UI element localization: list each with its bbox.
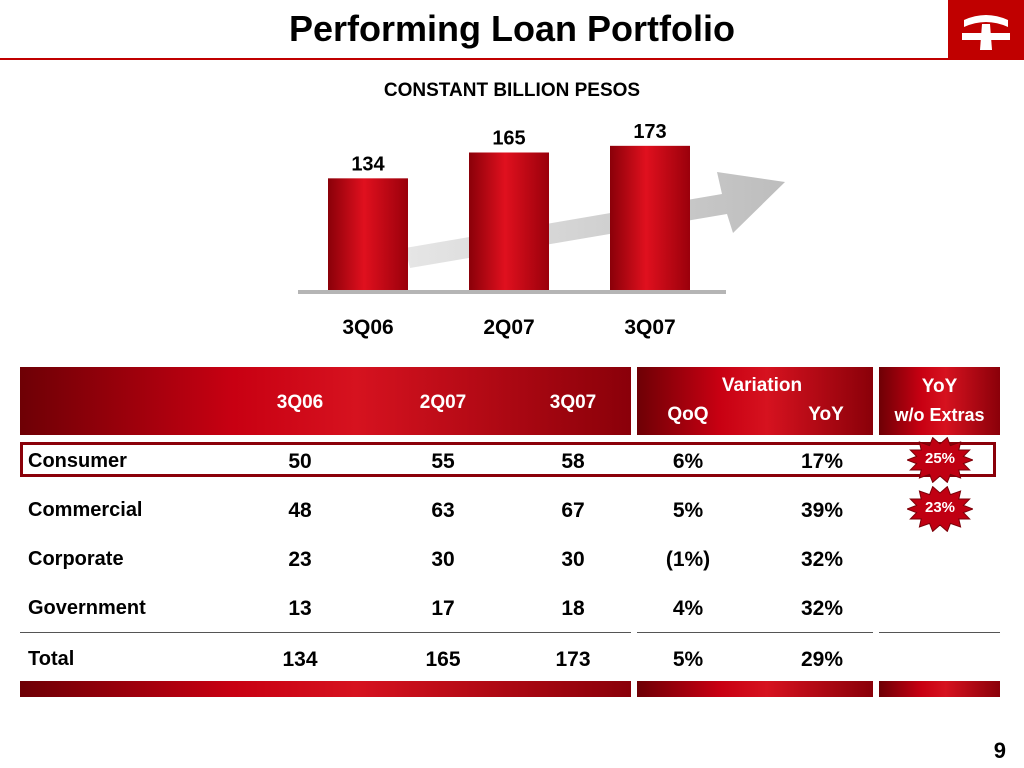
- table-cell: 29%: [800, 648, 844, 671]
- data-label: 165: [492, 128, 525, 150]
- row-label: Commercial: [28, 499, 143, 521]
- table-header-band: [20, 367, 631, 435]
- page-title: Performing Loan Portfolio: [289, 8, 735, 49]
- table-footer-band: [20, 681, 631, 697]
- data-label: 173: [633, 121, 666, 143]
- table-cell: 50: [288, 450, 312, 473]
- table-cell: 5%: [672, 499, 704, 522]
- x-tick-label: 2Q07: [483, 316, 534, 339]
- table-cell: 23: [288, 548, 312, 571]
- row-label: Government: [28, 597, 146, 619]
- bank-logo-icon: [948, 0, 1024, 60]
- table-footer-band: [637, 681, 873, 697]
- header-yoy-extras-top: YoY: [921, 376, 958, 397]
- table-cell: 18: [561, 597, 585, 620]
- table-cell: 173: [555, 648, 591, 671]
- table-cell: 30: [561, 548, 585, 571]
- header-qoq: QoQ: [667, 404, 709, 425]
- bar-2q07: [469, 152, 549, 290]
- header-3q06: 3Q06: [276, 392, 324, 413]
- badge-value: 25%: [924, 450, 956, 467]
- x-tick-label: 3Q07: [624, 316, 675, 339]
- trend-arrow: [405, 172, 785, 268]
- table-cell: 30: [431, 548, 455, 571]
- table-cell: 32%: [800, 548, 844, 571]
- header-2q07: 2Q07: [419, 392, 467, 413]
- table-cell: 39%: [800, 499, 844, 522]
- starburst-badge: 23%: [907, 486, 973, 532]
- table-cell: (1%): [665, 548, 711, 571]
- starburst-badge: 25%: [907, 437, 973, 483]
- x-tick-label: 3Q06: [342, 316, 393, 339]
- table-cell: 165: [425, 648, 461, 671]
- total-divider: [20, 632, 631, 633]
- chart-title: CONSTANT BILLION PESOS: [383, 80, 641, 101]
- header-yoy-extras-bottom: w/o Extras: [894, 405, 985, 425]
- table-cell: 32%: [800, 597, 844, 620]
- table-cell: 55: [431, 450, 455, 473]
- table-cell: 13: [288, 597, 312, 620]
- table-cell: 134: [282, 648, 318, 671]
- consumer-highlight-box: [20, 442, 996, 477]
- badge-value: 23%: [924, 499, 956, 516]
- table-cell: 17: [431, 597, 455, 620]
- row-label: Consumer: [28, 450, 127, 472]
- header-3q07: 3Q07: [549, 392, 597, 413]
- table-cell: 6%: [672, 450, 704, 473]
- variation-header-band: [637, 367, 873, 435]
- yoy-extras-header-band: [879, 367, 1000, 435]
- table-cell: 58: [561, 450, 585, 473]
- loan-bar-chart: 134 3Q06 165 2Q07 173 3Q07: [298, 121, 785, 339]
- total-divider: [637, 632, 873, 633]
- bar-3q06: [328, 178, 408, 290]
- total-divider: [879, 632, 1000, 633]
- data-label: 134: [351, 153, 385, 175]
- table-cell: 63: [431, 499, 455, 522]
- header-yoy: YoY: [808, 404, 844, 425]
- row-label: Corporate: [28, 548, 124, 570]
- table-cell: 17%: [800, 450, 844, 473]
- row-label: Total: [28, 648, 75, 670]
- table-cell: 4%: [672, 597, 704, 620]
- table-footer-band: [879, 681, 1000, 697]
- table-cell: 67: [561, 499, 585, 522]
- title-divider: [0, 58, 1024, 60]
- table-cell: 5%: [672, 648, 704, 671]
- header-variation: Variation: [721, 375, 803, 396]
- bar-3q07: [610, 145, 690, 290]
- table-cell: 48: [288, 499, 312, 522]
- page-number: 9: [993, 738, 1006, 763]
